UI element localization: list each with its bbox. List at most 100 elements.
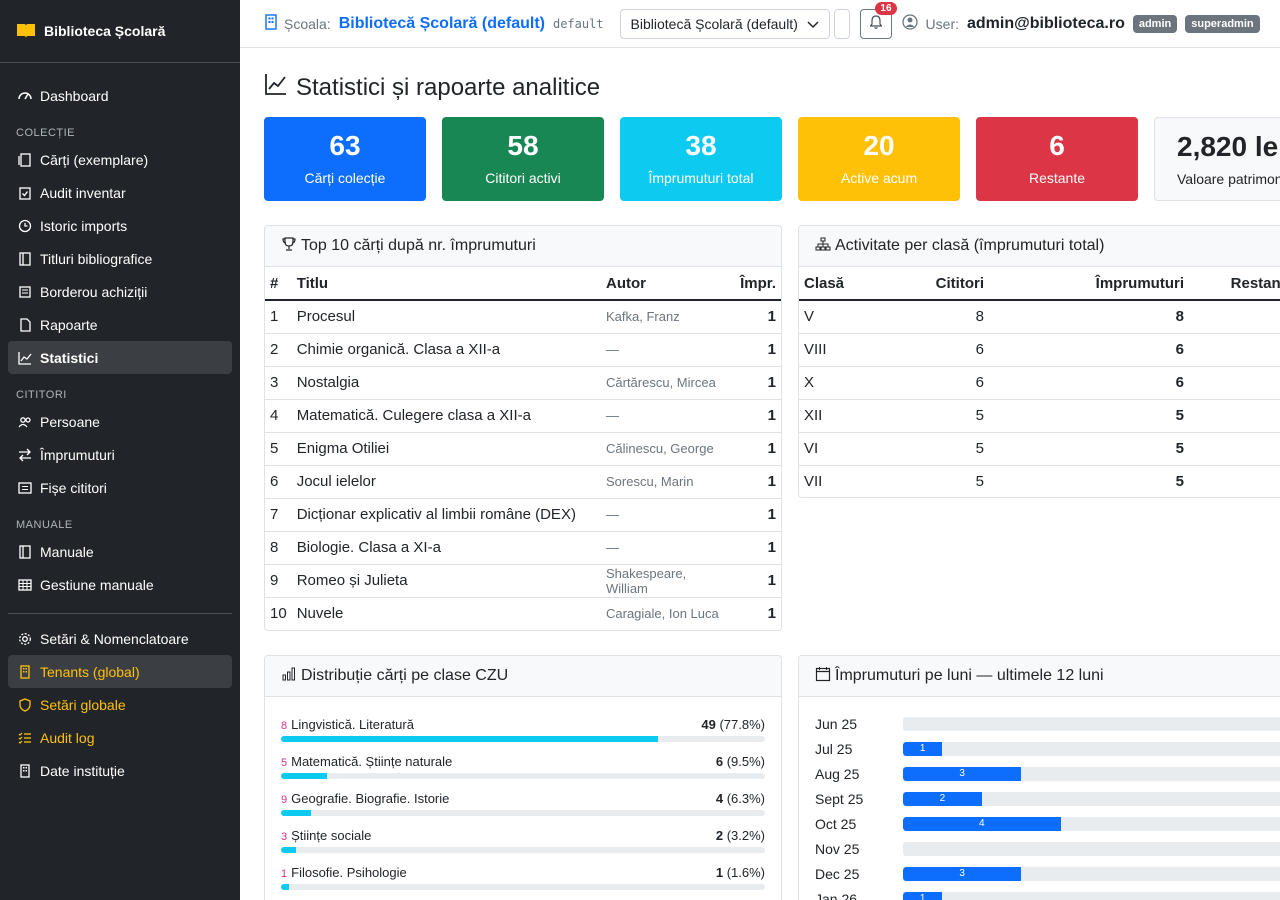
nav-statistici[interactable]: Statistici [8, 341, 232, 374]
col-loans: Împrumuturi [989, 267, 1189, 301]
month-label: Nov 25 [815, 840, 860, 857]
school-label: Școala: [284, 15, 331, 32]
stat-card-imprumuturi: 38 Împrumuturi total [620, 117, 782, 201]
cell-class: VIII [799, 333, 879, 367]
stat-label: Cărți colecție [304, 170, 386, 186]
nav-label: Titluri bibliografice [40, 250, 153, 267]
select-apply-button[interactable] [833, 8, 850, 39]
building-icon [18, 664, 32, 679]
nav-istoric[interactable]: Istoric imports [8, 209, 232, 242]
page-title-text: Statistici și rapoarte analitice [296, 73, 601, 101]
table-row: 8 Biologie. Clasa a XI-a —1 [265, 531, 781, 565]
czu-percent: (6.3%) [726, 790, 765, 806]
distribution-row: 3 Științe sociale 2 (3.2%) [265, 826, 781, 853]
page-title: Statistici și rapoarte analitice [264, 72, 600, 103]
cell-rank: 5 [265, 432, 292, 466]
nav-audit[interactable]: Audit inventar [8, 176, 232, 209]
stat-label: Împrumuturi total [648, 170, 754, 186]
cell-title: Enigma Otiliei [291, 432, 601, 466]
nav-manuale[interactable]: Manuale [8, 535, 232, 568]
distribution-row: 9 Geografie. Biografie. Istorie 4 (6.3%) [265, 789, 781, 816]
progress-fill [281, 847, 297, 853]
brand[interactable]: Biblioteca Școlară [0, 0, 240, 63]
nav-titluri[interactable]: Titluri bibliografice [8, 242, 232, 275]
table-row: VI 5 5 [799, 432, 1280, 466]
czu-label: Lingvistică. Literatură [291, 716, 414, 732]
progress-fill [281, 810, 312, 816]
cell-title: Jocul ielelor [291, 465, 601, 499]
nav-gestiune[interactable]: Gestiune manuale [8, 568, 232, 601]
chevron-down-icon [807, 16, 819, 32]
month-row: Jan 26 1 [799, 886, 1280, 900]
nav-audit-log[interactable]: Audit log [8, 721, 232, 754]
month-label: Jun 25 [815, 715, 858, 732]
book-icon [18, 251, 32, 266]
month-bar: 1 [903, 891, 1280, 900]
stat-value: 63 [329, 130, 361, 161]
cell-loans: 5 [989, 399, 1189, 433]
card-title: Top 10 cărți după nr. împrumuturi [301, 237, 536, 254]
nav-persoane[interactable]: Persoane [8, 405, 232, 438]
school-select[interactable]: Bibliotecă Școlară (default) [619, 8, 830, 39]
czu-code: 1 [281, 867, 288, 880]
progress-bar [281, 736, 765, 742]
nav-setari-globale[interactable]: Setări globale [8, 688, 232, 721]
cell-author: Shakespeare, William [601, 564, 731, 598]
czu-percent: (9.5%) [726, 753, 765, 769]
distribution-label-wrap: 5 Matematică. Științe naturale [281, 754, 452, 769]
cell-rank: 4 [265, 399, 292, 433]
table-header-row: Clasă Cititori Împrumuturi Restante [799, 267, 1280, 301]
sidebar: Biblioteca Școlară Dashboard COLECȚIE Că… [0, 0, 240, 900]
nav-label: Gestiune manuale [40, 576, 154, 593]
nav-imprumuturi[interactable]: Împrumuturi [8, 438, 232, 471]
cell-loans: 8 [989, 300, 1189, 334]
nav-dashboard[interactable]: Dashboard [8, 79, 232, 112]
cell-rank: 1 [265, 300, 292, 334]
card-header: Distribuție cărți pe clase CZU [265, 656, 781, 697]
month-row: Jun 25 [799, 711, 1280, 736]
notifications-button[interactable]: 16 [859, 1, 897, 39]
person-circle-icon [901, 14, 918, 33]
nav-borderou[interactable]: Borderou achiziții [8, 275, 232, 308]
month-bar: 4 [903, 816, 1280, 831]
cell-rank: 6 [265, 465, 292, 499]
table-header-row: # Titlu Autor Împr. [265, 267, 781, 301]
nav-carti[interactable]: Cărți (exemplare) [8, 143, 232, 176]
month-label: Dec 25 [815, 865, 860, 882]
speedometer-icon [18, 89, 32, 103]
nav-setari[interactable]: Setări & Nomenclatoare [8, 622, 232, 655]
activity-card: Activitate per clasă (împrumuturi total)… [798, 225, 1280, 498]
czu-code: 9 [281, 793, 288, 806]
stat-card-restante: 6 Restante [976, 117, 1138, 201]
cell-loans: 1 [731, 366, 781, 400]
nav-rapoarte[interactable]: Rapoarte [8, 308, 232, 341]
stat-label: Valoare patrimoniu [1177, 171, 1280, 187]
cell-title: Nuvele [291, 597, 601, 630]
nav-tenants[interactable]: Tenants (global) [8, 655, 232, 688]
monthly-card: Împrumuturi pe luni — ultimele 12 luni J… [798, 655, 1280, 900]
nav-label: Fișe cititori [40, 479, 107, 496]
nav-fise[interactable]: Fișe cititori [8, 471, 232, 504]
stats-row: 63 Cărți colecție 58 Cititori activi 38 … [264, 117, 1280, 201]
czu-count: 2 [715, 827, 724, 843]
czu-code: 5 [281, 756, 288, 769]
cell-rank: 3 [265, 366, 292, 400]
distribution-label-wrap: 1 Filosofie. Psihologie [281, 865, 407, 880]
cell-loans: 1 [731, 432, 781, 466]
nav-section-manuale: MANUALE [16, 519, 73, 531]
col-overdue: Restante [1189, 267, 1280, 301]
card-header: Top 10 cărți după nr. împrumuturi [265, 226, 781, 267]
month-row: Sept 25 2 [799, 786, 1280, 811]
cell-rank: 8 [265, 531, 292, 565]
topbar: Școala: Bibliotecă Școlară (default) def… [240, 0, 1280, 48]
cell-readers: 5 [879, 432, 989, 466]
distribution-label-wrap: 9 Geografie. Biografie. Istorie [281, 791, 449, 806]
cell-title: Nostalgia [291, 366, 601, 400]
nav-label: Manuale [40, 543, 94, 560]
cell-title: Chimie organică. Clasa a XII-a [291, 333, 601, 367]
role-badge-superadmin: superadmin [1185, 14, 1260, 33]
nav-date-institutie[interactable]: Date instituție [8, 754, 232, 787]
graph-up-icon [18, 351, 32, 365]
month-row: Aug 25 3 [799, 761, 1280, 786]
stat-value: 2,820 lei [1177, 131, 1280, 162]
